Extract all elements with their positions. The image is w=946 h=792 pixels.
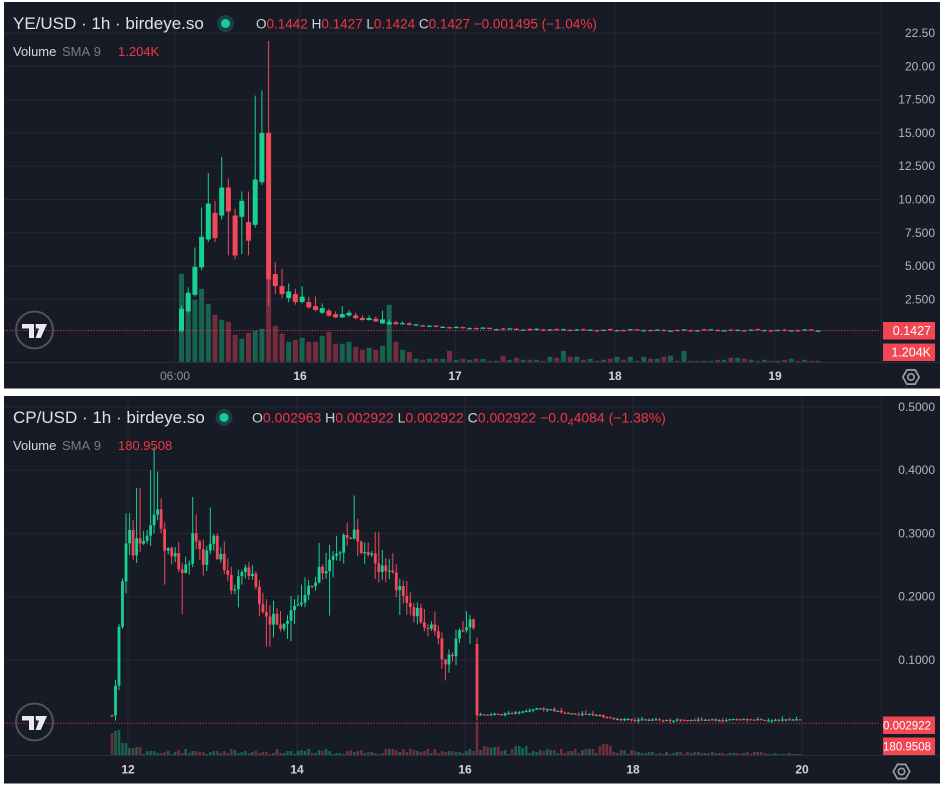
svg-text:18: 18 xyxy=(608,369,622,383)
svg-text:17.500: 17.500 xyxy=(898,93,935,107)
svg-text:0.4000: 0.4000 xyxy=(898,463,935,477)
svg-text:12.500: 12.500 xyxy=(898,159,935,173)
svg-text:180.9508: 180.9508 xyxy=(883,742,931,754)
svg-text:2.500: 2.500 xyxy=(905,292,935,306)
svg-text:O0.1442 H0.1427 L0.1424 C0.142: O0.1442 H0.1427 L0.1424 C0.1427 −0.00149… xyxy=(256,17,597,32)
svg-text:0.1000: 0.1000 xyxy=(898,653,935,667)
svg-text:0.1427: 0.1427 xyxy=(893,324,931,338)
svg-text:YE/USD · 1h · birdeye.so: YE/USD · 1h · birdeye.so xyxy=(13,14,204,33)
svg-text:180.9508: 180.9508 xyxy=(118,438,172,453)
svg-text:5.000: 5.000 xyxy=(905,259,935,273)
svg-text:SMA 9: SMA 9 xyxy=(62,438,101,453)
svg-text:20: 20 xyxy=(795,763,809,777)
svg-text:17: 17 xyxy=(448,369,462,383)
svg-text:1.204K: 1.204K xyxy=(118,44,160,59)
svg-text:0.3000: 0.3000 xyxy=(898,526,935,540)
svg-text:0.5000: 0.5000 xyxy=(898,400,935,414)
svg-text:CP/USD · 1h · birdeye.so: CP/USD · 1h · birdeye.so xyxy=(13,408,205,427)
svg-text:22.50: 22.50 xyxy=(905,26,935,40)
svg-text:0.2000: 0.2000 xyxy=(898,590,935,604)
svg-text:0.002922: 0.002922 xyxy=(883,721,931,733)
svg-text:Volume: Volume xyxy=(13,438,56,453)
svg-text:SMA 9: SMA 9 xyxy=(62,44,101,59)
svg-text:7.500: 7.500 xyxy=(905,226,935,240)
svg-text:14: 14 xyxy=(290,763,304,777)
svg-text:10.000: 10.000 xyxy=(898,193,935,207)
svg-text:20.00: 20.00 xyxy=(905,59,935,73)
svg-text:1.204K: 1.204K xyxy=(891,346,931,360)
svg-text:19: 19 xyxy=(768,369,782,383)
svg-text:15.000: 15.000 xyxy=(898,126,935,140)
svg-text:O0.002963 H0.002922 L0.002922: O0.002963 H0.002922 L0.002922 C0.002922 … xyxy=(252,410,666,429)
svg-text:18: 18 xyxy=(626,763,640,777)
svg-text:06:00: 06:00 xyxy=(160,369,190,383)
svg-text:16: 16 xyxy=(458,763,472,777)
svg-text:Volume: Volume xyxy=(13,44,56,59)
svg-text:12: 12 xyxy=(121,763,135,777)
svg-text:16: 16 xyxy=(293,369,307,383)
